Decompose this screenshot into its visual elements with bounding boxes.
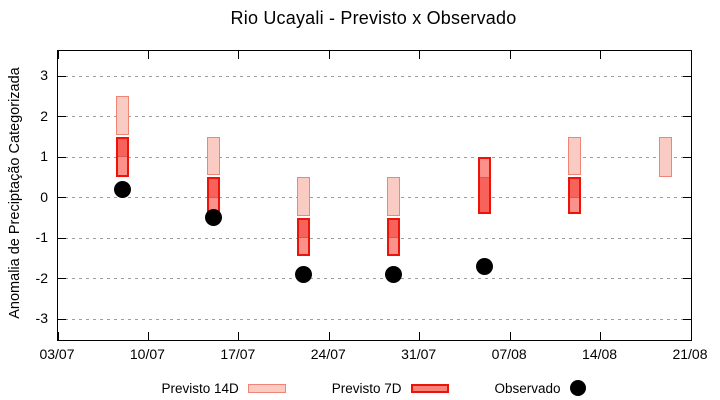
forecast-14d-bar: [387, 177, 401, 216]
y-tick-label: 3: [40, 67, 48, 84]
x-tick-mirror: [328, 51, 330, 59]
y-tick-mirror: [683, 156, 691, 158]
x-tick: [57, 332, 59, 340]
forecast-7d-bar: [387, 217, 401, 257]
legend: Previsto 14D Previsto 7D Observado: [57, 378, 690, 398]
x-tick-mirror: [57, 51, 59, 59]
y-tick-mirror: [683, 318, 691, 320]
legend-item-previsto-7d: Previsto 7D: [332, 381, 449, 396]
x-tick-mirror: [419, 51, 421, 59]
x-tick-label: 31/07: [401, 346, 437, 362]
gridline: [58, 278, 691, 280]
gridline: [58, 197, 691, 199]
y-tick: [58, 197, 66, 199]
forecast-7d-bar: [477, 157, 491, 214]
previsto-7d-swatch: [410, 383, 449, 393]
overlap-segment: [208, 179, 218, 198]
x-tick: [419, 332, 421, 340]
x-tick: [509, 332, 511, 340]
y-tick: [58, 156, 66, 158]
y-tick-label: 1: [40, 148, 48, 165]
x-tick: [600, 332, 602, 340]
x-tick-label: 21/08: [672, 346, 708, 362]
y-tick: [58, 116, 66, 118]
forecast-14d-bar: [296, 177, 310, 216]
y-tick-mirror: [683, 116, 691, 118]
y-tick-mirror: [683, 278, 691, 280]
forecast-14d-bar: [206, 136, 220, 176]
x-tick-label: 07/08: [491, 346, 527, 362]
previsto-14d-swatch: [247, 383, 286, 393]
legend-label-previsto-14d: Previsto 14D: [161, 380, 239, 396]
observed-dot: [114, 181, 132, 199]
forecast-14d-bar: [568, 136, 582, 176]
x-tick-mirror: [509, 51, 511, 59]
x-tick: [690, 332, 692, 340]
y-tick: [58, 278, 66, 280]
gridline: [58, 237, 691, 239]
y-tick-label: -2: [35, 269, 48, 286]
forecast-7d-bar: [116, 136, 130, 178]
y-tick-label: 0: [40, 188, 48, 205]
x-tick-mirror: [690, 51, 692, 59]
x-tick-mirror: [147, 51, 149, 59]
chart-title: Rio Ucayali - Previsto x Observado: [230, 8, 517, 28]
plot-area: [57, 50, 692, 341]
overlap-segment: [118, 138, 128, 158]
x-tick-label: 17/07: [220, 346, 256, 362]
y-tick: [58, 237, 66, 239]
y-tick-mirror: [683, 197, 691, 199]
y-tick-label: 2: [40, 107, 48, 124]
x-tick: [238, 332, 240, 340]
overlap-segment: [479, 177, 489, 212]
gridline: [58, 156, 691, 158]
x-tick-label: 24/07: [310, 346, 346, 362]
y-tick: [58, 75, 66, 77]
gridline: [58, 116, 691, 118]
overlap-segment: [298, 219, 308, 239]
legend-label-observado: Observado: [494, 380, 561, 396]
y-tick-label: -1: [35, 229, 48, 246]
x-tick: [147, 332, 149, 340]
y-tick-mirror: [683, 75, 691, 77]
observed-dot: [204, 209, 222, 227]
legend-item-previsto-14d: Previsto 14D: [161, 380, 286, 396]
forecast-14d-bar: [116, 96, 130, 135]
legend-item-observado: Observado: [495, 380, 586, 396]
x-tick-label: 10/07: [129, 346, 165, 362]
overlap-segment: [570, 179, 580, 198]
forecast-7d-bar: [206, 177, 220, 214]
x-tick-mirror: [238, 51, 240, 59]
y-tick-label: -3: [35, 310, 48, 327]
forecast-7d-bar: [296, 217, 310, 257]
gridline: [58, 75, 691, 77]
overlap-segment: [389, 219, 399, 239]
x-tick-mirror: [600, 51, 602, 59]
x-tick-label: 14/08: [582, 346, 618, 362]
observado-swatch: [569, 380, 586, 396]
legend-label-previsto-7d: Previsto 7D: [331, 380, 402, 396]
forecast-7d-bar: [568, 177, 582, 214]
y-tick: [58, 318, 66, 320]
x-tick-label: 03/07: [39, 346, 75, 362]
x-tick: [328, 332, 330, 340]
observed-dot: [475, 258, 493, 276]
observed-dot: [294, 266, 312, 284]
y-tick-mirror: [683, 237, 691, 239]
forecast-14d-bar: [658, 136, 672, 178]
observed-dot: [385, 266, 403, 284]
gridline: [58, 318, 691, 320]
